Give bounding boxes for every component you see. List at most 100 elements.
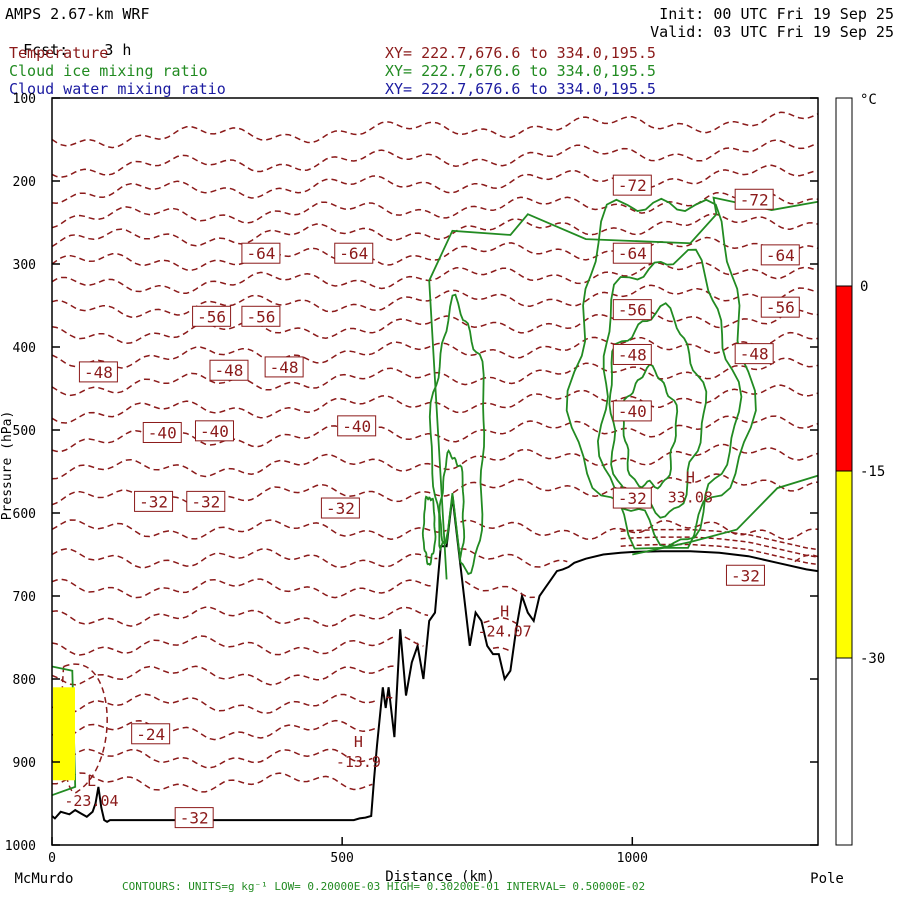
extremum-value: 33.08 bbox=[668, 488, 713, 506]
temperature-label: -72 bbox=[740, 190, 769, 209]
temperature-contour bbox=[51, 772, 373, 793]
temperature-label: -32 bbox=[326, 499, 355, 518]
temperature-label-box bbox=[131, 723, 171, 745]
temperature-label-box bbox=[725, 564, 765, 586]
temperature-label-box bbox=[192, 305, 232, 327]
temperature-labels: -72 -72 -64 -64 -64 -64 -56 -56 -56 -56 -48 -48 -48 -… bbox=[78, 174, 800, 829]
temperature-contour bbox=[51, 384, 819, 424]
temperature-contour bbox=[51, 719, 378, 741]
temperature-label: -48 bbox=[270, 358, 299, 377]
temperature-label-box bbox=[612, 174, 652, 196]
yellow-shade bbox=[53, 687, 75, 781]
y-tick-label: 100 bbox=[13, 92, 36, 107]
y-tick-label: 400 bbox=[13, 341, 36, 356]
temperature-label-box bbox=[734, 343, 774, 365]
header-fcst: Fcst: 3 h bbox=[5, 23, 131, 59]
y-axis-label: Pressure (hPa) bbox=[0, 411, 15, 521]
temperature-label-box bbox=[612, 242, 652, 264]
temperature-label: -48 bbox=[84, 363, 113, 382]
colorbar-unit: °C bbox=[860, 92, 877, 108]
temperature-contours bbox=[51, 111, 819, 794]
colorbar-label: 0 bbox=[860, 279, 868, 295]
temperature-label-box bbox=[241, 242, 281, 264]
y-tick-label: 900 bbox=[13, 756, 36, 771]
temperature-contour bbox=[51, 443, 819, 480]
temperature-label: -56 bbox=[197, 307, 226, 326]
temperature-label: -48 bbox=[618, 345, 647, 364]
temperature-label: -48 bbox=[740, 345, 769, 364]
temperature-contour bbox=[51, 261, 819, 294]
temperature-label-box bbox=[186, 490, 226, 512]
temperature-label-box bbox=[264, 356, 304, 378]
x-tick-label: 500 bbox=[330, 851, 353, 866]
temperature-contour bbox=[51, 309, 819, 345]
terrain-line bbox=[51, 496, 819, 823]
ice-contour bbox=[428, 293, 486, 576]
temperature-contour bbox=[51, 578, 535, 599]
temperature-contour bbox=[51, 693, 396, 715]
header-valid: Valid: 03 UTC Fri 19 Sep 25 bbox=[650, 23, 894, 41]
ice-contour-outer bbox=[428, 196, 819, 580]
field-temperature-xy: XY= 222.7,676.6 to 334.0,195.5 bbox=[385, 44, 656, 62]
field-ice-xy: XY= 222.7,676.6 to 334.0,195.5 bbox=[385, 62, 656, 80]
ice-contour bbox=[621, 363, 679, 490]
temperature-contour bbox=[51, 164, 819, 204]
extremum-value: -13.9 bbox=[336, 753, 381, 771]
plot-frame bbox=[51, 97, 819, 846]
header-model: AMPS 2.67-km WRF bbox=[5, 5, 150, 23]
y-tick-label: 700 bbox=[13, 590, 36, 605]
temperature-label: -64 bbox=[766, 246, 795, 265]
temperature-label: -64 bbox=[246, 244, 275, 263]
temperature-label-box bbox=[142, 421, 182, 443]
temperature-label-box bbox=[194, 420, 234, 442]
extrema-labels: H -13.9 H -24.07 H 33.08 L -23.04 bbox=[64, 468, 713, 810]
temperature-label: -64 bbox=[618, 244, 647, 263]
colorbar-band-yellow bbox=[835, 470, 853, 659]
colorbar-band-red bbox=[835, 285, 853, 472]
field-water-xy: XY= 222.7,676.6 to 334.0,195.5 bbox=[385, 80, 656, 98]
extremum-value: -23.04 bbox=[64, 792, 118, 810]
temperature-contour bbox=[51, 111, 819, 149]
temperature-label-box bbox=[209, 359, 249, 381]
temperature-label-box bbox=[320, 497, 360, 519]
extremum-mark: H bbox=[354, 733, 363, 751]
x-axis-label: Distance (km) bbox=[385, 869, 495, 885]
temperature-label-box bbox=[612, 487, 652, 509]
temperature-contour bbox=[51, 284, 819, 318]
temperature-label: -56 bbox=[766, 298, 795, 317]
temperature-contour bbox=[51, 415, 819, 453]
temperature-contour bbox=[51, 139, 819, 178]
temperature-contour bbox=[51, 236, 819, 272]
temperature-label-box bbox=[734, 188, 774, 210]
temperature-label-box bbox=[612, 299, 652, 321]
temperature-label-box bbox=[134, 490, 174, 512]
temperature-label: -32 bbox=[191, 492, 220, 511]
temperature-label: -40 bbox=[342, 417, 371, 436]
x-tick-label: 1000 bbox=[617, 851, 648, 866]
ice-contour bbox=[596, 248, 743, 548]
field-ice-name: Cloud ice mixing ratio bbox=[9, 62, 208, 80]
field-water-name: Cloud water mixing ratio bbox=[9, 80, 226, 98]
temperature-label: -72 bbox=[618, 176, 647, 195]
extremum-value: -24.07 bbox=[478, 623, 532, 641]
x-end-label-left: McMurdo bbox=[14, 871, 73, 887]
ice-contour bbox=[608, 302, 708, 519]
fcst-value: 3 h bbox=[104, 41, 132, 59]
temperature-label: -32 bbox=[180, 809, 209, 828]
temperature-label: -56 bbox=[246, 307, 275, 326]
temperature-contour bbox=[51, 606, 517, 627]
y-tick-label: 200 bbox=[13, 175, 36, 190]
fcst-label: Fcst: bbox=[23, 41, 69, 59]
colorbar: 0 -15 -30 °C bbox=[835, 92, 885, 846]
axes: 100 200 300 400 500 600 700 800 900 1000 0 500 1000 D… bbox=[0, 92, 844, 887]
colorbar-label: -15 bbox=[860, 464, 885, 480]
temperature-label: -40 bbox=[200, 422, 229, 441]
temperature-label-box bbox=[78, 361, 118, 383]
temperature-label-box bbox=[334, 242, 374, 264]
temperature-contour bbox=[51, 519, 819, 541]
temperature-label-box bbox=[612, 343, 652, 365]
extremum-mark: L bbox=[87, 772, 96, 790]
y-tick-label: 500 bbox=[13, 424, 36, 439]
y-tick-label: 1000 bbox=[5, 839, 36, 854]
temperature-label: -40 bbox=[148, 423, 177, 442]
